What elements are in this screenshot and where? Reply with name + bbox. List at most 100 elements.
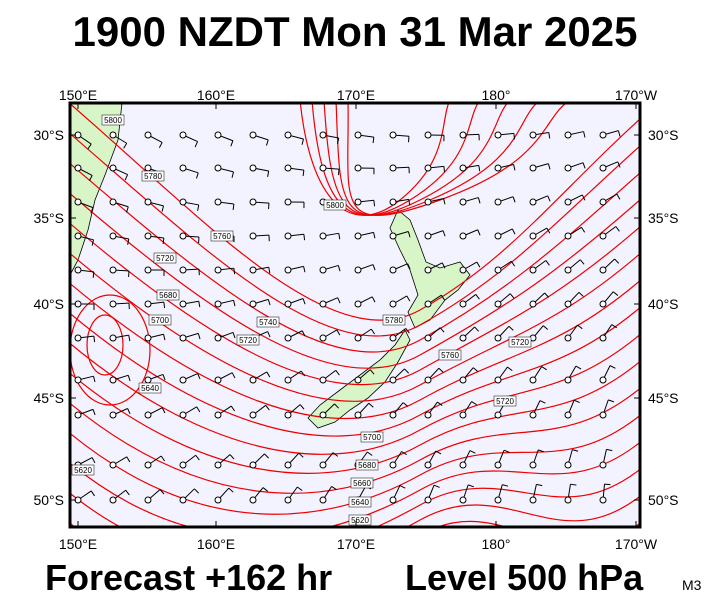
station	[144, 496, 152, 504]
station	[319, 411, 327, 419]
contour-label-box	[438, 349, 462, 361]
barb-feather	[127, 408, 131, 415]
barb-feather	[162, 237, 165, 244]
station	[599, 232, 607, 240]
contour-label: 5680	[358, 461, 376, 470]
station	[249, 376, 257, 384]
barb-feather	[577, 324, 583, 330]
barb-feather	[300, 370, 306, 377]
barb-feather	[126, 206, 129, 213]
contour-label-box	[141, 170, 165, 182]
barb-feather	[159, 489, 165, 495]
contour-label: 5780	[385, 316, 403, 325]
barb-feather	[90, 207, 94, 214]
barb-feather	[511, 228, 516, 235]
barb-feather	[606, 448, 613, 452]
left-lat-label: 30°S	[33, 127, 64, 143]
station	[284, 131, 292, 139]
station	[74, 411, 82, 419]
contour-line	[70, 387, 640, 494]
station	[459, 461, 467, 469]
forecast-label: Forecast +162 hr	[45, 557, 332, 598]
station	[494, 496, 502, 504]
station	[494, 461, 502, 469]
barb-feather	[337, 137, 340, 145]
station	[179, 164, 187, 172]
barb-feather	[163, 334, 166, 341]
barb-feather	[582, 162, 586, 169]
top-lon-label: 180°	[482, 87, 511, 103]
contour-line	[70, 306, 640, 437]
contour-label-box	[350, 477, 374, 489]
station	[74, 266, 82, 274]
station	[214, 496, 222, 504]
barb-feather	[580, 227, 586, 233]
station	[389, 300, 397, 308]
contour-label-box	[101, 114, 125, 126]
barb-feather	[124, 174, 129, 181]
contour-label: 5760	[441, 351, 459, 360]
contour-label: 5780	[144, 172, 162, 181]
barb-feather	[158, 142, 163, 148]
barb-feather	[509, 293, 515, 299]
station	[74, 164, 82, 172]
station	[144, 266, 152, 274]
station	[424, 198, 432, 206]
station	[529, 411, 537, 419]
barb-feather	[441, 262, 446, 269]
station	[354, 376, 362, 384]
station	[564, 300, 572, 308]
station	[564, 198, 572, 206]
barb-feather	[126, 456, 131, 463]
bottom-lon-label: 170°E	[337, 536, 375, 552]
contour-line	[70, 103, 640, 321]
level-label: Level 500 hPa	[405, 557, 644, 598]
station	[599, 266, 607, 274]
contour-label: 5720	[496, 397, 514, 406]
barb-feather	[267, 299, 271, 306]
station	[599, 411, 607, 419]
station	[109, 334, 117, 342]
barb-feather	[267, 331, 271, 338]
barb-feather	[611, 324, 618, 329]
station	[599, 198, 607, 206]
barb-feather	[128, 335, 131, 342]
barb-feather	[617, 161, 621, 168]
contour-label: 5800	[104, 116, 122, 125]
left-lat-label: 40°S	[33, 296, 64, 312]
station	[249, 232, 257, 240]
station	[424, 266, 432, 274]
station	[354, 131, 362, 139]
contour-label: 5720	[511, 338, 529, 347]
barb-feather	[512, 196, 516, 203]
station	[214, 198, 222, 206]
station	[529, 198, 537, 206]
contour-label-box	[210, 230, 234, 242]
station	[179, 496, 187, 504]
station	[214, 461, 222, 469]
contour-line	[70, 441, 640, 527]
station	[109, 164, 117, 172]
station	[284, 232, 292, 240]
station	[459, 232, 467, 240]
contour-label-box	[323, 199, 347, 211]
barb-feather	[407, 231, 411, 238]
barb-feather	[438, 367, 444, 373]
barb-feather	[335, 370, 340, 376]
station	[564, 131, 572, 139]
barb-feather	[160, 455, 166, 462]
barb-feather	[127, 375, 131, 382]
station	[459, 198, 467, 206]
left-lat-label: 45°S	[33, 390, 64, 406]
barb-feather	[198, 301, 201, 308]
barb-feather	[268, 267, 271, 274]
station	[354, 411, 362, 419]
station	[389, 376, 397, 384]
barb-feather	[373, 200, 376, 207]
barb-feather	[93, 336, 96, 343]
station	[389, 496, 397, 504]
station	[389, 461, 397, 469]
station	[179, 300, 187, 308]
